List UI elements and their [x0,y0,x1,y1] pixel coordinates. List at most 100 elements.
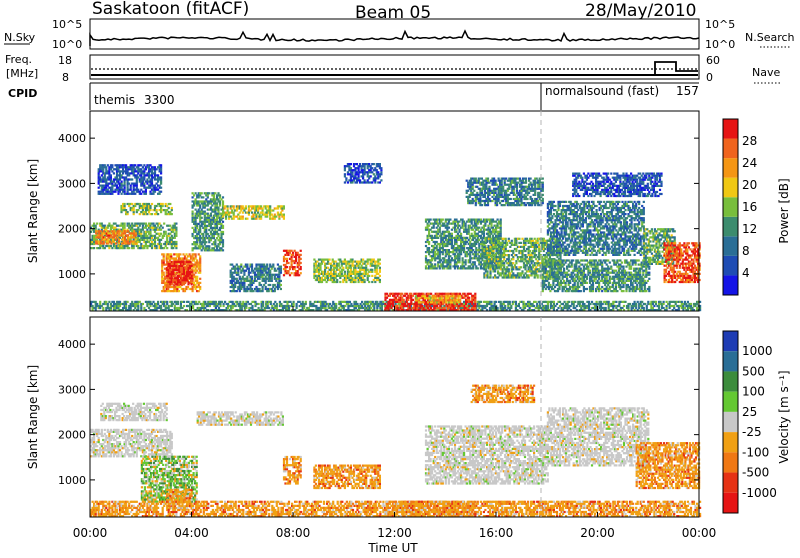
power-cell [233,205,235,207]
power-cell [643,307,645,309]
power-cell [431,305,433,307]
power-cell [149,207,151,209]
power-cell [249,286,251,288]
power-cell [495,301,497,303]
power-cell [365,265,367,267]
power-cell [143,172,145,174]
power-cell [187,281,189,283]
power-cell [397,305,399,307]
power-cell [278,274,280,276]
power-cell [160,239,162,241]
power-cell [376,269,378,271]
power-cell [214,229,216,231]
power-cell [137,166,139,168]
power-cell [163,247,165,249]
power-cell [335,305,337,307]
power-cell [364,165,366,167]
power-cell [364,167,366,169]
power-cell [166,301,168,303]
power-heatmap [90,163,701,311]
power-cell [354,269,356,271]
power-cell [353,179,355,181]
power-cell [434,265,436,267]
power-cell [344,271,346,273]
power-cell [98,236,100,238]
power-cell [376,301,378,303]
power-cell [296,305,298,307]
power-cell [464,293,466,295]
power-cell [210,239,212,241]
power-cell [416,307,418,309]
power-cell [280,280,282,282]
power-cell [180,303,182,305]
power-cell [436,245,438,247]
power-cell [315,305,317,307]
power-cell [183,283,185,285]
power-cell [128,174,130,176]
power-cell [351,277,353,279]
power-cell [380,171,382,173]
power-cell [269,207,271,209]
power-cell [102,307,104,309]
power-cell [156,205,158,207]
power-cell [127,238,129,240]
power-cell [191,269,193,271]
power-cell [533,305,535,307]
power-cell [291,250,293,252]
power-cell [217,198,219,200]
power-cell [124,203,126,205]
power-cell [192,235,194,237]
power-cell [162,203,164,205]
power-cell [216,204,218,206]
power-cell [223,303,225,305]
power-cell [172,231,174,233]
power-cell [139,213,141,215]
power-cell [103,240,105,242]
power-cell [95,232,97,234]
power-cell [437,263,439,265]
power-cell [140,164,142,166]
power-cell [260,284,262,286]
power-cell [160,181,162,183]
power-cell [127,187,129,189]
power-cell [655,301,657,303]
power-cell [191,283,193,285]
power-cell [371,275,373,277]
power-cell [471,303,473,305]
power-cell [104,236,106,238]
power-cell [192,196,194,198]
power-cell [169,259,171,261]
power-cell [193,274,195,276]
power-cell [419,307,421,309]
power-cell [409,307,411,309]
power-cell [428,233,430,235]
power-cell [374,175,376,177]
power-cell [326,281,328,283]
power-cell [104,247,106,249]
power-cell [559,305,561,307]
power-cell [160,243,162,245]
power-cell [315,263,317,265]
power-cell [554,305,556,307]
power-cell [342,269,344,271]
power-cell [216,196,218,198]
power-cell [618,305,620,307]
power-cell [217,209,219,211]
power-cell [287,272,289,274]
power-cell [367,269,369,271]
power-cell [98,174,100,176]
power-cell [148,172,150,174]
power-cell [274,268,276,270]
power-cell [107,164,109,166]
power-cell [637,301,639,303]
power-cell [439,253,441,255]
power-cell [627,307,629,309]
power-cell [133,191,135,193]
power-cell [641,301,643,303]
power-cell [125,305,127,307]
power-cell [195,268,197,270]
power-cell [137,189,139,191]
power-cell [210,231,212,233]
power-cell [243,272,245,274]
power-cell [248,214,250,216]
